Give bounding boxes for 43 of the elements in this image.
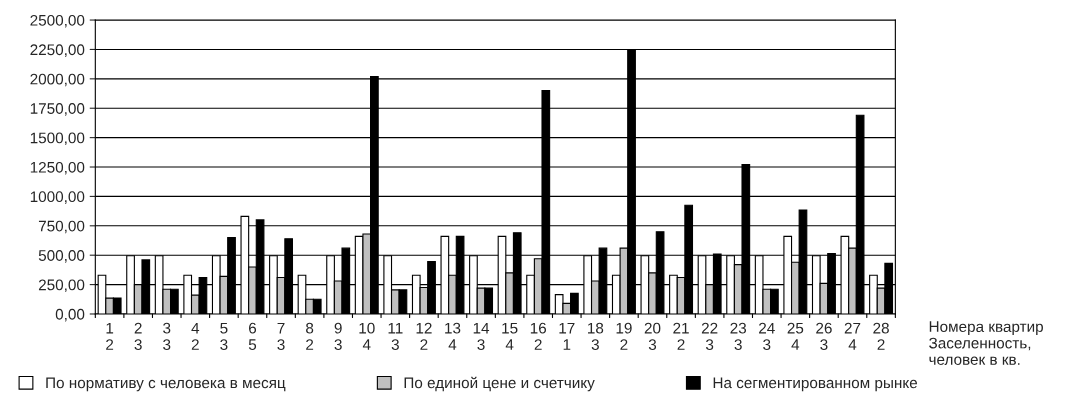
y-tick-label: 2000,00 <box>30 73 85 87</box>
x-tick-label: 25 4 <box>787 322 804 350</box>
x-tick-label: 24 3 <box>759 322 775 350</box>
y-tick-label: 2250,00 <box>30 44 85 57</box>
x-tick-label: 20 3 <box>644 322 661 350</box>
legend-label: На сегментированном рынке <box>713 377 918 392</box>
x-tick-label: 4 2 <box>191 322 200 350</box>
x-tick-label: 9 3 <box>334 322 342 350</box>
x-tick-label: 19 2 <box>616 322 632 350</box>
y-tick-label: 1250,00 <box>30 161 85 175</box>
x-tick-label: 15 4 <box>502 322 518 350</box>
x-tick-label: 26 3 <box>816 322 832 350</box>
x-tick-label: 13 4 <box>445 322 461 350</box>
x-tick-label: 18 3 <box>588 322 604 350</box>
x-tick-label: 6 5 <box>248 322 257 350</box>
x-tick-label: 27 4 <box>844 322 861 350</box>
x-tick-label: 1 2 <box>106 322 114 350</box>
x-tick-label: 16 2 <box>530 322 547 350</box>
y-tick-label: 500,00 <box>38 250 85 263</box>
x-tick-label: 17 1 <box>559 322 575 350</box>
x-tick-label: 11 3 <box>388 322 403 350</box>
x-tick-label: 22 3 <box>701 322 718 350</box>
x-tick-label: 23 3 <box>730 322 747 350</box>
x-tick-label: 12 2 <box>416 322 432 350</box>
legend-label: По единой цене и счетчику <box>404 376 595 392</box>
x-tick-label: 28 2 <box>873 322 889 350</box>
y-tick-label: 1000,00 <box>30 191 85 204</box>
x-tick-label: 10 4 <box>359 322 375 350</box>
x-tick-label: 7 3 <box>277 322 285 350</box>
y-tick-label: 750,00 <box>38 220 85 234</box>
legend-label: По нормативу с человека в месяц <box>46 377 286 392</box>
y-tick-label: 2500,00 <box>30 14 85 28</box>
y-tick-label: 1500,00 <box>30 132 85 146</box>
x-tick-label: 14 3 <box>473 322 490 350</box>
x-tick-label: 8 2 <box>306 322 314 350</box>
x-tick-label: 5 3 <box>220 322 228 350</box>
y-tick-label: 1750,00 <box>30 103 85 116</box>
text: Номера квартир Заселенность, человек в кв. <box>929 321 1043 365</box>
x-tick-label: 21 2 <box>673 322 689 350</box>
x-tick-label: 3 3 <box>163 322 171 350</box>
y-tick-label: 250,00 <box>38 279 85 293</box>
x-tick-label: 2 3 <box>134 322 142 350</box>
y-tick-label: 0,00 <box>55 308 85 322</box>
